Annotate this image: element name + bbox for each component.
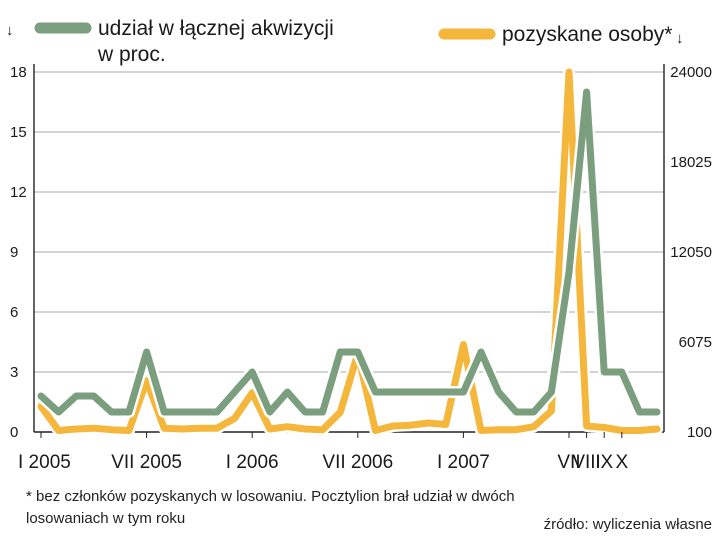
right-tick-label: 24000	[670, 64, 712, 81]
left-tick-label: 12	[10, 184, 27, 201]
right-axis-ticks: 100 6075 12050 18025 24000	[670, 64, 712, 441]
right-tick-label: 12050	[670, 244, 712, 261]
left-tick-label: 3	[10, 364, 18, 381]
right-tick-label: 100	[687, 424, 712, 441]
axes	[33, 64, 665, 433]
right-axis-arrow-icon: ↓	[676, 30, 684, 47]
legend-label-share: udział w łącznej akwizycji	[98, 17, 334, 40]
x-tick-label: VII 2006	[322, 452, 393, 473]
right-tick-label: 18025	[670, 154, 712, 171]
x-axis-ticks: I 2005 VII 2005 I 2006 VII 2006 I 2007 VIIVII…	[18, 432, 628, 473]
footnote-line-1: * bez członków pozyskanych w losowaniu. …	[26, 488, 515, 505]
x-tick-label: VIII	[572, 452, 601, 473]
x-tick-label: VII	[557, 452, 580, 473]
left-tick-label: 15	[10, 124, 27, 141]
left-tick-label: 9	[10, 244, 18, 261]
left-tick-label: 0	[10, 424, 18, 441]
x-tick-label: IX	[595, 452, 613, 473]
footnote: * bez członków pozyskanych w losowaniu. …	[26, 486, 586, 530]
left-tick-label: 18	[10, 64, 27, 81]
x-tick-label: I 2006	[226, 452, 279, 473]
left-tick-label: 6	[10, 304, 18, 321]
x-tick-label: X	[615, 452, 628, 473]
right-tick-label: 6075	[679, 334, 712, 351]
footnote-line-2: losowaniach w tym roku	[26, 510, 186, 527]
x-tick-label: I 2005	[18, 452, 71, 473]
chart: ↓ udział w łącznej akwizycji w proc. pozysk…	[6, 17, 712, 473]
series-layer	[35, 66, 663, 437]
series-share-line	[37, 88, 661, 416]
x-tick-label: VII 2005	[111, 452, 182, 473]
legend-label-people: pozyskane osoby*	[502, 23, 672, 46]
legend-label-share: w proc.	[97, 43, 166, 66]
left-axis-arrow-icon: ↓	[6, 22, 14, 39]
legend: ↓ udział w łącznej akwizycji w proc. pozysk…	[6, 17, 684, 66]
left-axis-ticks: 0 3 6 9 12 15 18	[10, 64, 27, 441]
source-note: źródło: wyliczenia własne	[543, 516, 712, 533]
x-tick-label: I 2007	[437, 452, 490, 473]
